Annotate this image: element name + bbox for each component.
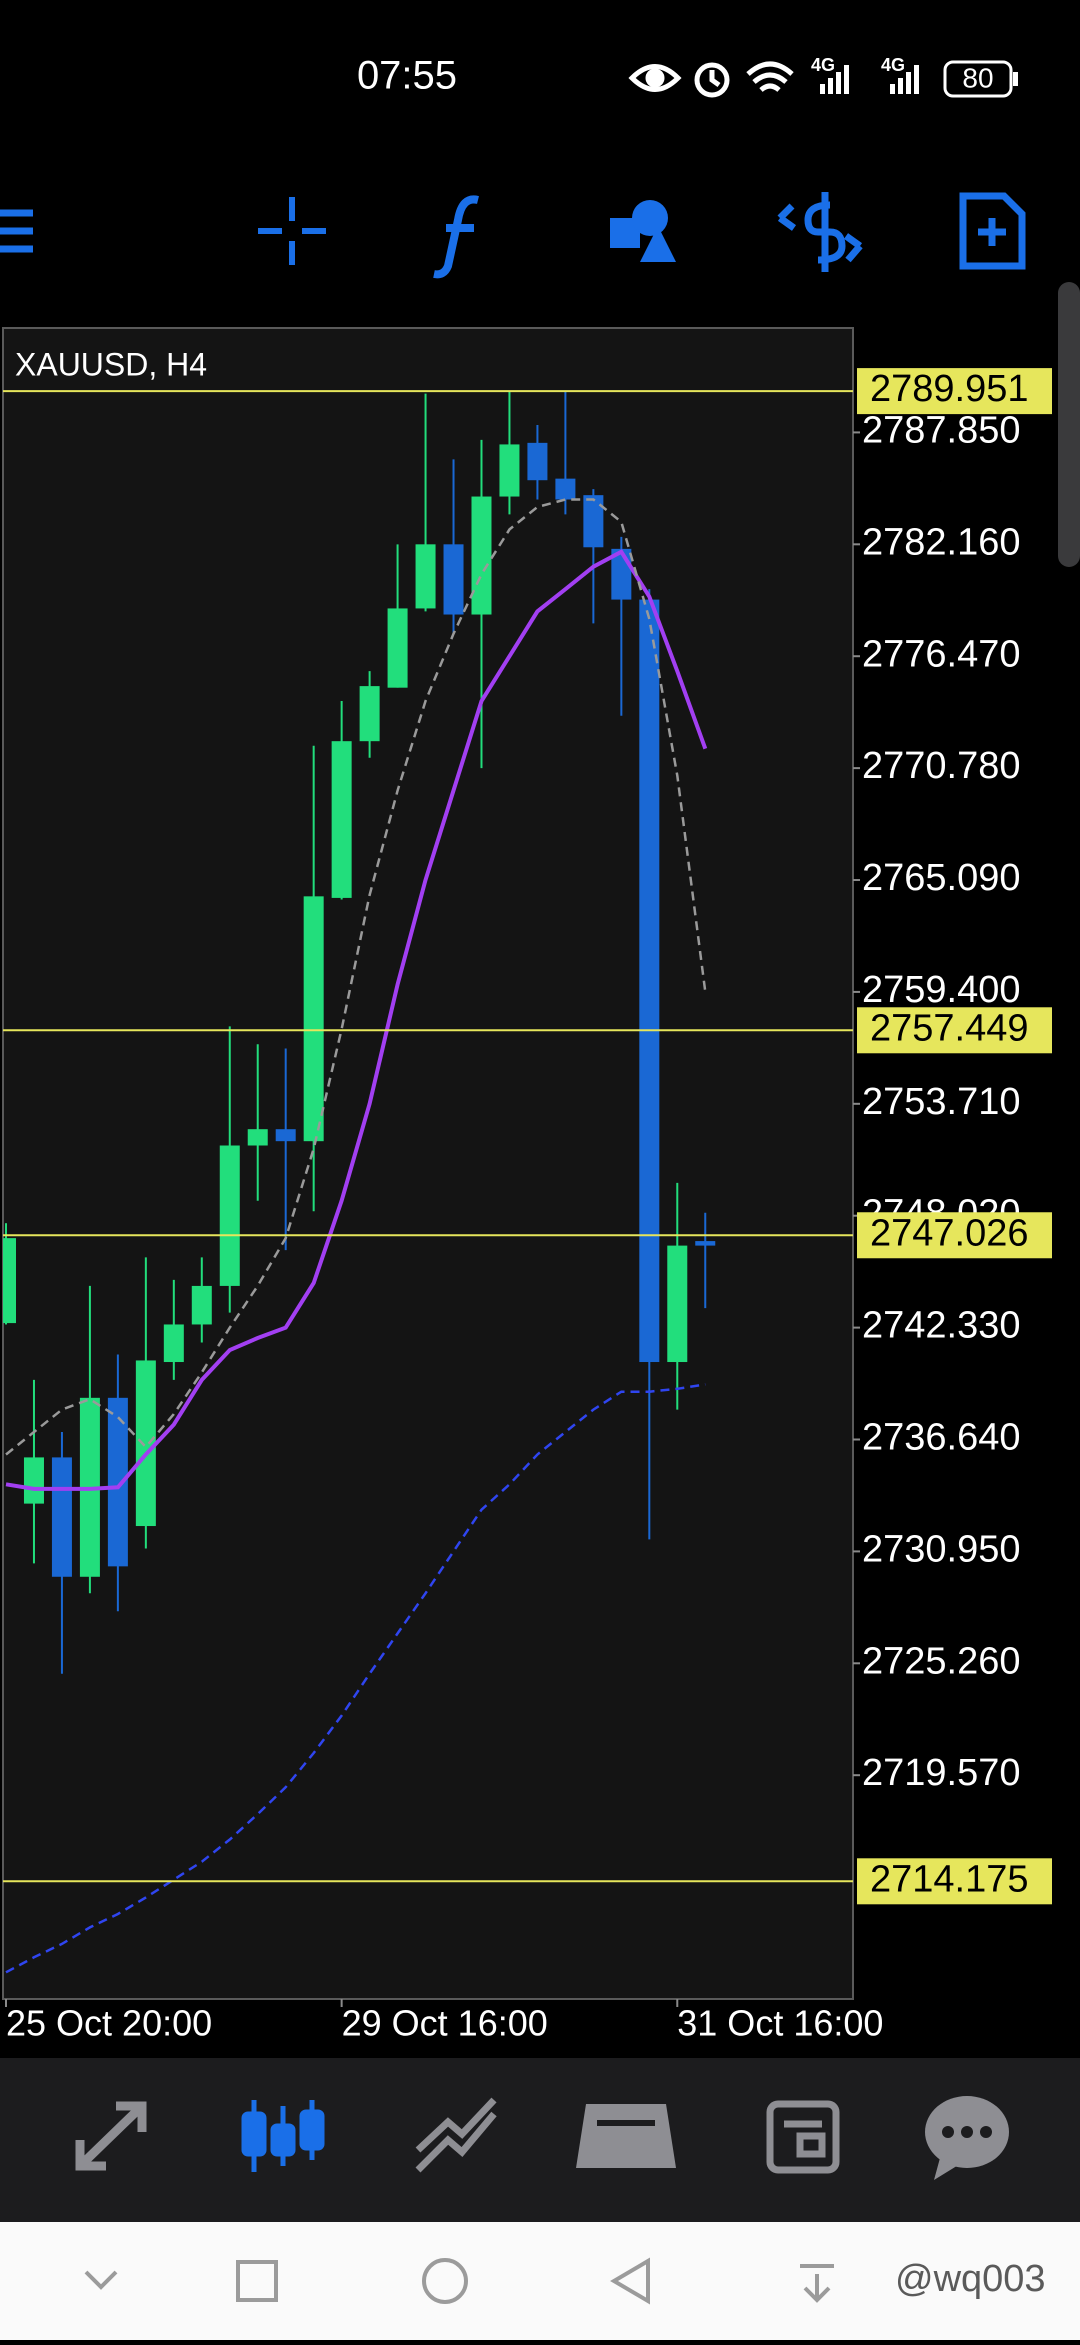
price-label: 2747.026 [870,1212,1029,1254]
battery-outline [943,60,1013,98]
candle-body [359,686,380,742]
candle-body [639,599,660,1363]
y-tick-label: 2770.780 [862,745,1021,787]
candle-body [695,1241,716,1246]
x-tick-label: 31 Oct 16:00 [677,2003,883,2044]
objects-button[interactable] [610,200,676,262]
price-axis: 2787.850 2782.160 2776.470 2770.780 2765.090… [853,368,1052,1905]
alarm-hands [709,70,721,88]
status-time: 07:55 [357,54,457,98]
y-tick-label: 2725.260 [862,1640,1021,1682]
candle-body [667,1245,688,1363]
y-tick-label: 2742.330 [862,1305,1021,1347]
price-label: 2757.449 [870,1007,1029,1049]
chart-tab[interactable] [241,2100,325,2172]
y-tick-label: 2719.570 [862,1752,1021,1794]
candle-body [443,544,464,615]
bottom-nav [0,2058,1080,2222]
price-label: 2789.951 [870,368,1029,410]
candle-body [163,1324,184,1363]
y-tick-label: 2765.090 [862,857,1021,899]
y-tick-label: 2759.400 [862,969,1021,1011]
price-label: 2714.175 [870,1858,1029,1900]
y-tick-label: 2736.640 [862,1417,1021,1459]
candle-body [107,1397,128,1567]
system-nav [0,2222,1080,2340]
candle-body [23,1457,44,1504]
collapse-button[interactable] [84,2270,118,2290]
x-tick-label: 29 Oct 16:00 [342,2003,548,2044]
candle-body [3,1238,16,1324]
bottom-nav-icons [75,2096,1009,2180]
x-tick-label: 25 Oct 20:00 [6,2003,212,2044]
network-type: 4G [881,55,905,75]
candle-body [247,1129,268,1146]
y-tick-label: 2776.470 [862,633,1021,675]
candle-body [331,741,352,898]
recents-button[interactable] [236,2260,278,2302]
candle-body [135,1360,156,1527]
side-handle [1058,282,1080,567]
price-label-box [857,1212,1052,1259]
back-button[interactable] [610,2257,650,2305]
candle-body [471,496,492,615]
eye-pupil [645,68,665,88]
trade-tab[interactable] [415,2097,497,2173]
news-tab[interactable] [766,2100,840,2174]
watermark: @wq003 [895,2258,1046,2300]
candle-body [219,1145,240,1286]
candle-body [51,1457,72,1577]
candle-body [583,495,604,548]
symbol-label: XAUUSD, H4 [15,346,207,382]
download-button[interactable] [800,2264,834,2303]
y-tick-label: 2782.160 [862,521,1021,563]
history-tab[interactable] [576,2104,676,2168]
y-tick-label: 2753.710 [862,1081,1021,1123]
battery-tip [1013,72,1018,86]
candle-body [303,896,324,1142]
indicator-line [5,1383,706,1974]
system-nav-icons [84,2257,834,2305]
candle-body [555,478,576,500]
time-axis: 25 Oct 20:00 29 Oct 16:00 31 Oct 16:00 [5,1999,883,2044]
y-tick-label: 2730.950 [862,1528,1021,1570]
indicator-line [5,498,707,1456]
indicator-line [5,549,708,1491]
trade-button[interactable] [777,192,863,272]
home-button[interactable] [422,2258,468,2304]
network-type: 4G [811,55,835,75]
candle-body [527,442,548,481]
candle-body [191,1285,212,1325]
price-label-box [857,1858,1052,1905]
status-icons [628,61,794,98]
quotes-tab[interactable] [75,2101,147,2171]
alarm-icon [694,62,730,98]
price-label-box [857,368,1052,415]
top-toolbar [0,192,1026,279]
y-tick-label: 2787.850 [862,409,1021,451]
battery-level: 80 [962,62,993,93]
crosshair-button[interactable] [258,197,326,265]
eye-icon [628,64,682,92]
plot [3,390,853,1974]
signal-bars [820,65,919,94]
candle-body [275,1129,296,1142]
price-label-box [857,1007,1052,1054]
candle-body [387,608,408,688]
indicators-button[interactable] [433,195,479,279]
candle-body [415,544,436,609]
candle-body [499,444,520,497]
wifi-icon [746,61,794,92]
menu-button[interactable] [0,209,33,253]
new-order-button[interactable] [959,192,1026,270]
